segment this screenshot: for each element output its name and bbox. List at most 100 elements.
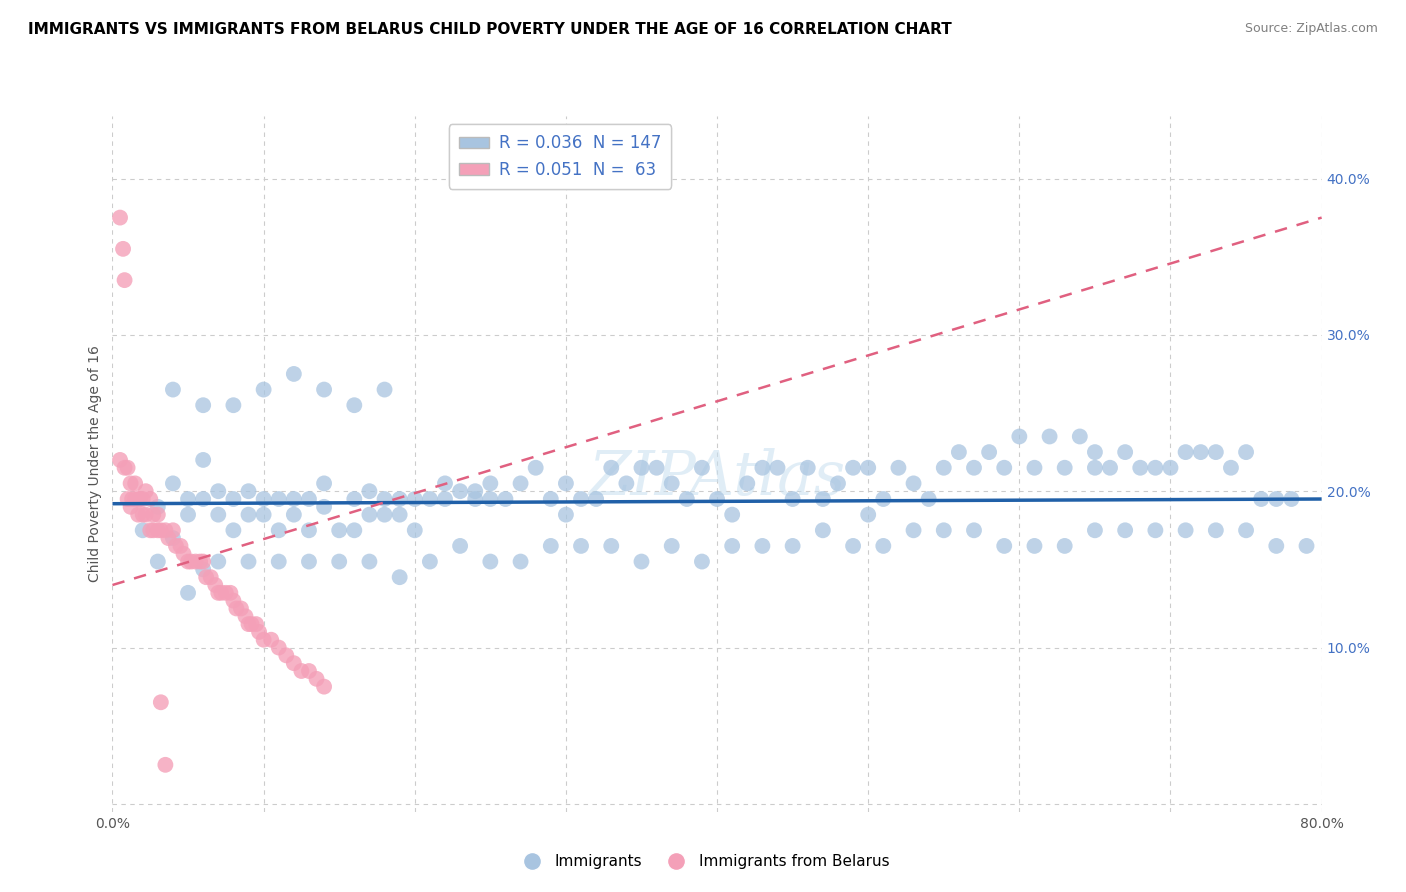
Point — [1144, 523, 1167, 537]
Point — [253, 383, 276, 397]
Point — [114, 460, 136, 475]
Point — [343, 491, 366, 506]
Point — [207, 555, 229, 569]
Point — [1129, 460, 1152, 475]
Point — [1265, 491, 1288, 506]
Point — [1174, 523, 1197, 537]
Point — [298, 523, 321, 537]
Point — [219, 586, 242, 600]
Point — [1008, 429, 1031, 443]
Point — [124, 476, 146, 491]
Point — [128, 491, 150, 506]
Point — [146, 508, 169, 522]
Point — [1084, 445, 1107, 459]
Point — [225, 601, 247, 615]
Point — [146, 500, 169, 514]
Point — [569, 539, 592, 553]
Point — [1234, 523, 1257, 537]
Point — [811, 491, 834, 506]
Point — [207, 586, 229, 600]
Point — [948, 445, 970, 459]
Point — [260, 632, 283, 647]
Point — [856, 460, 880, 475]
Point — [173, 547, 195, 561]
Point — [267, 491, 290, 506]
Point — [191, 453, 214, 467]
Text: Source: ZipAtlas.com: Source: ZipAtlas.com — [1244, 22, 1378, 36]
Point — [433, 476, 456, 491]
Point — [1295, 539, 1317, 553]
Point — [721, 508, 744, 522]
Point — [1069, 429, 1091, 443]
Point — [314, 680, 336, 694]
Point — [479, 491, 502, 506]
Point — [149, 523, 172, 537]
Point — [1205, 523, 1227, 537]
Point — [209, 586, 232, 600]
Point — [229, 601, 252, 615]
Point — [108, 453, 131, 467]
Point — [238, 555, 260, 569]
Point — [117, 460, 139, 475]
Point — [1114, 445, 1136, 459]
Point — [155, 757, 177, 772]
Point — [283, 656, 305, 670]
Point — [1250, 491, 1272, 506]
Point — [290, 664, 312, 678]
Point — [1038, 429, 1062, 443]
Point — [188, 555, 211, 569]
Point — [524, 460, 547, 475]
Point — [283, 508, 305, 522]
Point — [314, 476, 336, 491]
Point — [419, 491, 441, 506]
Point — [328, 523, 350, 537]
Point — [464, 484, 486, 499]
Point — [238, 484, 260, 499]
Point — [887, 460, 910, 475]
Point — [449, 539, 471, 553]
Point — [721, 539, 744, 553]
Point — [177, 491, 200, 506]
Point — [328, 555, 350, 569]
Point — [827, 476, 849, 491]
Point — [811, 523, 834, 537]
Point — [388, 491, 411, 506]
Point — [305, 672, 328, 686]
Point — [132, 508, 155, 522]
Point — [661, 476, 683, 491]
Legend: Immigrants, Immigrants from Belarus: Immigrants, Immigrants from Belarus — [510, 848, 896, 875]
Point — [215, 586, 238, 600]
Point — [509, 476, 531, 491]
Point — [142, 523, 165, 537]
Point — [1159, 460, 1181, 475]
Point — [856, 508, 880, 522]
Point — [1084, 523, 1107, 537]
Point — [267, 523, 290, 537]
Point — [184, 555, 207, 569]
Point — [191, 491, 214, 506]
Point — [796, 460, 818, 475]
Point — [932, 460, 955, 475]
Point — [1098, 460, 1121, 475]
Point — [240, 617, 263, 632]
Point — [180, 555, 202, 569]
Point — [963, 460, 986, 475]
Point — [479, 476, 502, 491]
Point — [222, 523, 245, 537]
Point — [374, 491, 396, 506]
Point — [253, 632, 276, 647]
Point — [903, 523, 925, 537]
Point — [359, 484, 381, 499]
Point — [554, 476, 576, 491]
Point — [298, 664, 321, 678]
Point — [842, 539, 865, 553]
Point — [903, 476, 925, 491]
Point — [404, 523, 426, 537]
Point — [267, 640, 290, 655]
Point — [706, 491, 728, 506]
Point — [267, 555, 290, 569]
Point — [918, 491, 941, 506]
Point — [139, 491, 162, 506]
Point — [245, 617, 267, 632]
Point — [388, 508, 411, 522]
